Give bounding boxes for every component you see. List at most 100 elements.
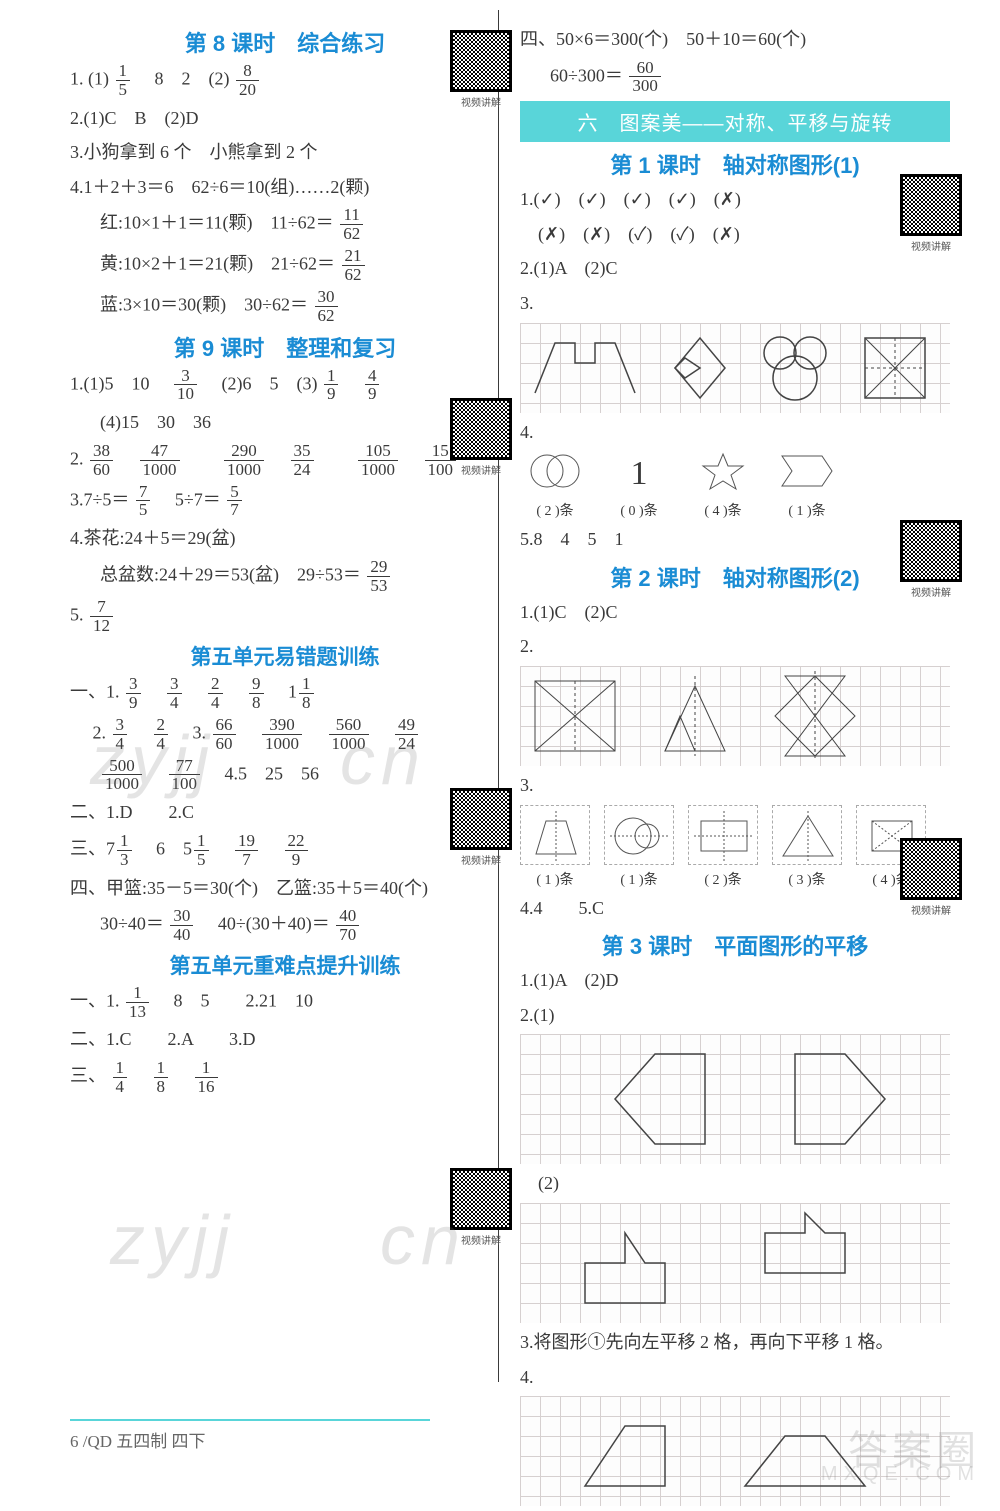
fraction: 15 [194, 832, 209, 869]
shapes-svg [520, 666, 950, 766]
fraction: 19 [324, 367, 339, 404]
qr-caption: 视频讲解 [450, 852, 512, 867]
mini-figure [772, 805, 842, 865]
answer-line: 4.1＋2＋3＝6 62÷6＝10(组)……2(颗) [70, 172, 500, 203]
fraction: 60300 [629, 59, 661, 96]
fraction: 15 [116, 62, 131, 99]
fraction: 1051000 [358, 442, 398, 479]
shapes-svg [520, 323, 950, 413]
fraction: 4070 [336, 907, 359, 944]
text: 红:10×1＋1＝11(颗) 11÷62＝ [100, 213, 334, 233]
fraction: 3062 [315, 288, 338, 325]
fraction: 75 [136, 483, 151, 520]
fraction: 18 [299, 675, 314, 712]
q-num: 1. [70, 68, 84, 88]
text: 8 2 (2) [137, 68, 230, 88]
symmetry-count-row-2 [520, 805, 950, 865]
fraction: 34 [167, 675, 182, 712]
fraction: 197 [235, 832, 258, 869]
symmetry-count-labels: ( 2 )条 ( 0 )条 ( 4 )条 ( 1 )条 [520, 500, 950, 520]
translation-figure-2 [520, 1203, 950, 1323]
qr-caption: 视频讲解 [900, 902, 962, 917]
shapes-svg [520, 1203, 950, 1323]
symmetry-count-labels-2: ( 1 )条 ( 1 )条 ( 2 )条 ( 3 )条 ( 4 )条 [520, 869, 950, 889]
symmetry-count-row: 1 [520, 451, 950, 496]
answer-line: 2.(1)A (2)C [520, 253, 950, 284]
answer-line: 2. [520, 631, 950, 662]
fraction: 49 [365, 367, 380, 404]
mini-figure [688, 805, 758, 865]
fraction: 113 [126, 984, 149, 1021]
fraction: 310 [174, 367, 197, 404]
text: 三、7 [70, 838, 115, 858]
answer-line: 二、1.C 2.A 3.D [70, 1024, 500, 1055]
fraction: 5601000 [329, 716, 369, 753]
text: 1.(1)5 10 [70, 373, 168, 393]
answer-line: 3.小狗拿到 6 个 小熊拿到 2 个 [70, 137, 500, 168]
fraction: 6660 [213, 716, 236, 753]
right-column: 四、50×6＝300(个) 50＋10＝60(个) 60÷300＝ 60300 … [510, 20, 960, 1422]
answer-line: 1.(1)A (2)D [520, 965, 950, 996]
fraction: 14 [113, 1059, 128, 1096]
qr-code-icon [900, 520, 962, 582]
answer-line: 1.(1)C (2)C [520, 597, 950, 628]
text: 黄:10×2＋1＝21(颗) 21÷62＝ [100, 254, 335, 274]
answer-line: 三、 14 18 116 [70, 1059, 500, 1096]
fraction: 5001000 [102, 757, 142, 794]
count-label: ( 1 )条 [520, 869, 590, 889]
heading-lesson-1-sym: 第 1 课时 轴对称图形(1) [520, 148, 950, 180]
qr-code-icon [450, 788, 512, 850]
answer-line: 4. [520, 417, 950, 448]
text: 8 5 2.21 10 [156, 990, 314, 1010]
fraction: 18 [154, 1059, 169, 1096]
answer-line: 5001000 77100 4.5 25 56 [70, 757, 500, 794]
answer-line: 四、50×6＝300(个) 50＋10＝60(个) [520, 24, 950, 55]
q-num: 一、1. [70, 682, 120, 702]
answer-line: 总盆数:24＋29＝53(盆) 29÷53＝ 2953 [70, 558, 500, 595]
qr-caption: 视频讲解 [450, 1232, 512, 1247]
answer-line: 二、1.D 2.C [70, 797, 500, 828]
answer-line: 1.(1)5 10 310 (2)6 5 (3) 19 49 [70, 367, 500, 404]
count-label: ( 1 )条 [772, 500, 842, 520]
symmetry-figures-1 [520, 323, 950, 413]
fraction: 3524 [291, 442, 314, 479]
shapes-svg [520, 1034, 950, 1164]
fraction: 3860 [90, 442, 113, 479]
answer-line: 一、1. 39 34 24 98 118 [70, 675, 500, 712]
answer-line: 3.7÷5＝ 75 5÷7＝ 57 [70, 483, 500, 520]
q-num: 5. [70, 605, 84, 625]
qr-caption: 视频讲解 [900, 238, 962, 253]
answer-line: 60÷300＝ 60300 [520, 59, 950, 96]
heading-lesson-9: 第 9 课时 整理和复习 [70, 331, 500, 363]
count-label: ( 2 )条 [688, 869, 758, 889]
symmetry-figures-2 [520, 666, 950, 766]
text: (1) [88, 68, 109, 88]
qr-caption: 视频讲解 [450, 94, 512, 109]
answer-line: 蓝:3×10＝30(颗) 30÷62＝ 3062 [70, 288, 500, 325]
qr-code-icon [450, 1168, 512, 1230]
answer-line: 一、1. 113 8 5 2.21 10 [70, 984, 500, 1021]
answer-line: 4.4 5.C [520, 893, 950, 924]
count-label: ( 2 )条 [520, 500, 590, 520]
qr-code-icon [450, 398, 512, 460]
text: 5÷7＝ [157, 489, 221, 509]
answer-line: 5.8 4 5 1 [520, 524, 950, 555]
heading-unit5-mistakes: 第五单元易错题训练 [70, 641, 500, 671]
text: 蓝:3×10＝30(颗) 30÷62＝ [100, 294, 308, 314]
answer-line: 红:10×1＋1＝11(颗) 11÷62＝ 1162 [70, 206, 500, 243]
answer-line: (4)15 30 36 [70, 407, 500, 438]
q-num: 三、 [70, 1066, 106, 1086]
count-label: ( 4 )条 [688, 500, 758, 520]
heading-unit5-hard: 第五单元重难点提升训练 [70, 950, 500, 980]
qr-code-icon [450, 30, 512, 92]
answer-line: 5. 712 [70, 598, 500, 635]
text: 4.5 25 56 [207, 763, 320, 783]
q-num: 2. [70, 448, 84, 468]
q-num: 3. [175, 722, 207, 742]
unit-6-bar: 六 图案美——对称、平移与旋转 [520, 101, 950, 142]
answer-line: 3. [520, 770, 950, 801]
fraction: 229 [285, 832, 308, 869]
answer-line: 3.将图形①先向左平移 2 格，再向下平移 1 格。 [520, 1327, 950, 1358]
text: 3.7÷5＝ [70, 489, 129, 509]
text: 6 5 [138, 838, 192, 858]
